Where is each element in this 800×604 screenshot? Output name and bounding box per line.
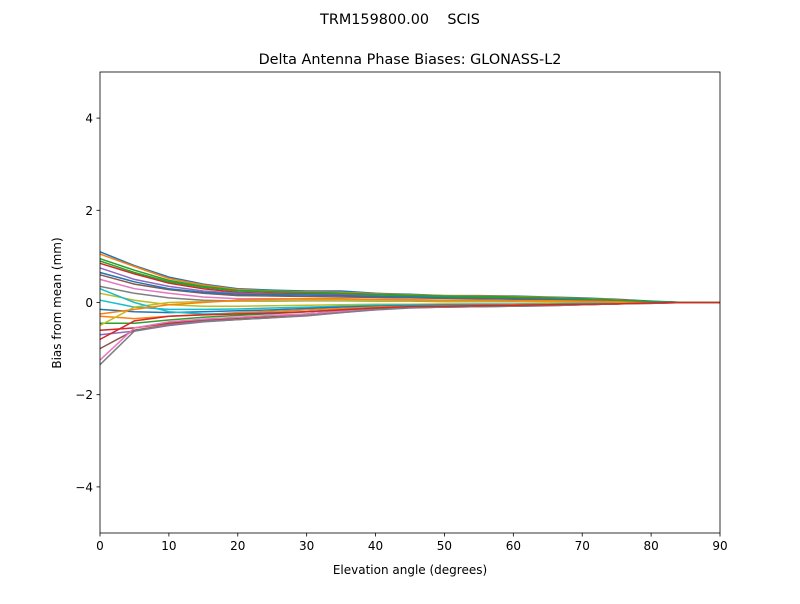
y-axis-label: Bias from mean (mm) <box>50 237 64 368</box>
series-line-24 <box>99 301 720 341</box>
x-tick-label: 40 <box>368 539 383 553</box>
series-line-17 <box>99 301 720 361</box>
x-axis: 0 10 20 30 40 50 60 70 80 90 <box>96 533 728 553</box>
series-lines <box>99 251 720 366</box>
y-tick-label: −2 <box>75 388 93 402</box>
y-axis: −4 −2 0 2 4 <box>75 112 100 494</box>
series-line-6 <box>99 274 720 304</box>
x-axis-label: Elevation angle (degrees) <box>333 563 487 577</box>
series-line-22 <box>99 298 720 315</box>
x-tick-label: 60 <box>506 539 521 553</box>
x-tick-label: 20 <box>230 539 245 553</box>
y-tick-label: 2 <box>85 204 93 218</box>
chart-title: Delta Antenna Phase Biases: GLONASS-L2 <box>259 52 562 68</box>
series-line-23 <box>99 260 720 304</box>
y-tick-label: 4 <box>85 112 93 126</box>
x-tick-label: 70 <box>575 539 590 553</box>
x-tick-label: 90 <box>712 539 727 553</box>
x-tick-label: 80 <box>643 539 658 553</box>
x-tick-label: 10 <box>161 539 176 553</box>
y-tick-label: −4 <box>75 480 93 494</box>
x-tick-label: 0 <box>96 539 104 553</box>
x-tick-label: 50 <box>437 539 452 553</box>
suptitle: TRM159800.00 SCIS <box>319 12 480 28</box>
x-tick-label: 30 <box>299 539 314 553</box>
y-tick-label: 0 <box>85 296 93 310</box>
